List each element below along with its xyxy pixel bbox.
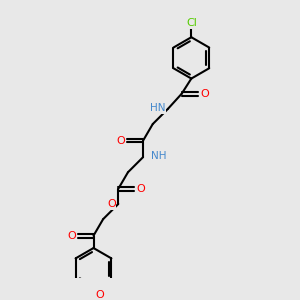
Text: HN: HN xyxy=(150,103,166,113)
Text: O: O xyxy=(95,290,104,300)
Text: NH: NH xyxy=(151,151,166,161)
Text: Cl: Cl xyxy=(186,18,197,28)
Text: O: O xyxy=(117,136,125,146)
Text: O: O xyxy=(107,199,116,209)
Text: O: O xyxy=(136,184,145,194)
Text: O: O xyxy=(200,89,209,99)
Text: O: O xyxy=(67,231,76,241)
